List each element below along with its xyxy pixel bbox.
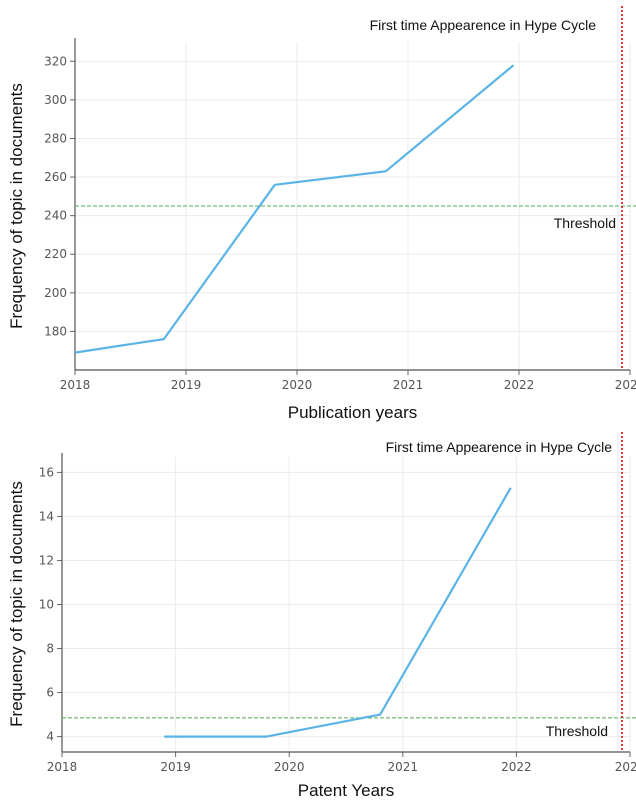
y-tick-label: 260 [44, 170, 67, 184]
threshold-label: Threshold [554, 215, 616, 231]
y-tick-label: 320 [44, 54, 67, 68]
x-tick-label: 2022 [504, 378, 535, 392]
y-tick-label: 240 [44, 209, 67, 223]
y-tick-label: 4 [46, 730, 54, 744]
y-tick-label: 12 [39, 553, 54, 567]
y-tick-label: 16 [39, 465, 54, 479]
y-tick-label: 6 [46, 686, 54, 700]
chart-panel-1: 2018 2019 2020 2021 2022 2023 180 200 220 240 260 2… [7, 6, 636, 422]
x-tick-label: 2023 [615, 378, 636, 392]
series-line-1 [74, 64, 515, 354]
x-tick-label: 2022 [501, 760, 532, 774]
y-tick-label: 300 [44, 93, 67, 107]
y-tick-label: 180 [44, 324, 67, 338]
x-tick-label: 2021 [393, 378, 424, 392]
x-tick-label: 2023 [615, 760, 636, 774]
x-tick-label: 2020 [274, 760, 305, 774]
y-axis-title: Frequency of topic in documents [7, 481, 26, 727]
y-axis-title: Frequency of topic in documents [7, 83, 26, 329]
y-tick-label: 10 [39, 598, 54, 612]
x-tick-label: 2019 [171, 378, 202, 392]
y-tick-label: 14 [39, 509, 54, 523]
x-tick-label: 2018 [47, 760, 78, 774]
hype-cycle-marker-label: First time Appearence in Hype Cycle [370, 17, 597, 33]
x-tick-label: 2020 [282, 378, 313, 392]
y-tick-label: 200 [44, 286, 67, 300]
y-tick-label: 280 [44, 131, 67, 145]
hype-cycle-marker-label: First time Appearence in Hype Cycle [386, 439, 613, 455]
series-line-1 [164, 487, 512, 738]
x-tick-label: 2021 [388, 760, 419, 774]
x-tick-label: 2018 [60, 378, 91, 392]
x-axis-title: Patent Years [298, 781, 394, 800]
x-tick-label: 2019 [160, 760, 191, 774]
y-tick-label: 8 [46, 642, 54, 656]
chart-panel-2: 2018 2019 2020 2021 2022 2023 4 6 8 10 12 14 16 Thres… [7, 432, 636, 800]
y-tick-label: 220 [44, 247, 67, 261]
x-axis-title: Publication years [288, 403, 417, 422]
threshold-label: Threshold [546, 723, 608, 739]
